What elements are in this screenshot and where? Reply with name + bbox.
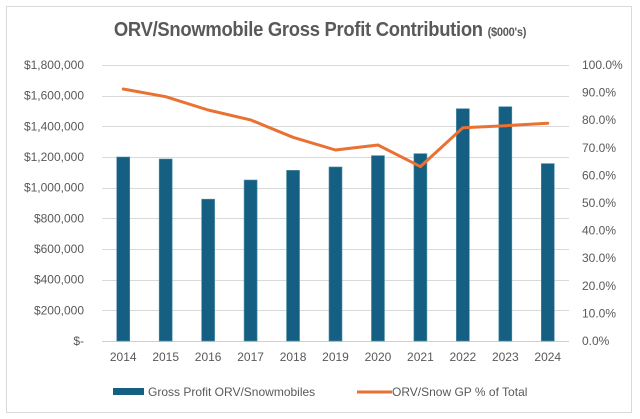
y2-tick-label: 50.0% — [582, 196, 616, 210]
y2-tick-label: 40.0% — [582, 224, 616, 238]
legend-label-bar: Gross Profit ORV/Snowmobiles — [148, 385, 315, 399]
y2-tick-label: 60.0% — [582, 168, 616, 182]
y2-tick-label: 90.0% — [582, 86, 616, 100]
y-axis-right: 0.0% 10.0% 20.0% 30.0% 40.0% 50.0% 60.0% 70.0% 8… — [582, 58, 623, 348]
bar — [456, 108, 470, 342]
x-tick-label: 2019 — [322, 350, 349, 364]
bar-series — [116, 106, 555, 342]
bar — [328, 166, 343, 342]
y-axis-left: $- $200,000 $400,000 $600,000 $800,000 $1,000… — [24, 58, 84, 348]
line-series — [121, 87, 550, 169]
chart-title: ORV/Snowmobile Gross Profit Contribution… — [26, 19, 615, 42]
x-axis: 2014 2015 2016 2017 2018 2019 2020 2021 2022 2023… — [110, 350, 562, 364]
bar — [371, 155, 385, 342]
y2-tick-label: 10.0% — [582, 306, 616, 320]
y-tick-label: $1,400,000 — [24, 119, 84, 133]
bar — [158, 158, 173, 342]
y-tick-label: $200,000 — [34, 303, 84, 317]
y2-tick-label: 20.0% — [582, 279, 616, 293]
series-line — [121, 87, 550, 169]
bar — [498, 106, 513, 342]
legend-label-line: ORV/Snow GP % of Total — [392, 385, 527, 399]
y2-tick-label: 30.0% — [582, 251, 616, 265]
x-tick-label: 2016 — [195, 350, 222, 364]
chart-title-unit: ($000's) — [487, 25, 527, 39]
y2-tick-label: 100.0% — [582, 58, 623, 72]
y2-tick-label: 70.0% — [582, 141, 616, 155]
chart-frame — [6, 6, 632, 413]
legend: Gross Profit ORV/Snowmobiles ORV/Snow GP … — [113, 385, 527, 399]
x-tick-label: 2017 — [237, 350, 264, 364]
y-tick-label: $400,000 — [34, 273, 84, 287]
y-tick-label: $800,000 — [34, 211, 84, 225]
y-tick-label: $1,000,000 — [24, 181, 84, 195]
bar — [201, 198, 215, 342]
bar — [116, 156, 131, 342]
y-tick-label: $600,000 — [34, 242, 84, 256]
x-tick-label: 2018 — [280, 350, 307, 364]
bar — [286, 170, 300, 342]
x-tick-label: 2022 — [450, 350, 477, 364]
y-tick-label: $1,600,000 — [24, 89, 84, 103]
y2-tick-label: 80.0% — [582, 113, 616, 127]
bar — [540, 163, 555, 342]
y2-tick-label: 0.0% — [582, 334, 610, 348]
bar — [413, 153, 428, 342]
x-tick-label: 2023 — [492, 350, 519, 364]
y-tick-label: $- — [73, 334, 84, 348]
chart-title-text: ORV/Snowmobile Gross Profit Contribution — [113, 19, 483, 41]
x-tick-label: 2024 — [534, 350, 561, 364]
legend-swatch-bar — [113, 388, 144, 395]
x-tick-label: 2020 — [365, 350, 392, 364]
bar — [243, 179, 258, 342]
y-tick-label: $1,800,000 — [24, 58, 84, 72]
x-tick-label: 2021 — [407, 350, 434, 364]
y-tick-label: $1,200,000 — [24, 150, 84, 164]
x-tick-label: 2015 — [152, 350, 179, 364]
x-tick-label: 2014 — [110, 350, 137, 364]
